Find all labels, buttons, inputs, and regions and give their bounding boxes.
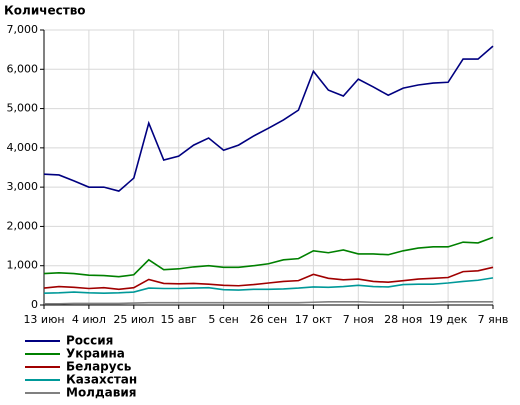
x-tick-label: 25 июл — [113, 313, 154, 326]
x-tick-label: 13 июн — [23, 313, 64, 326]
y-tick-label: 6,000 — [7, 62, 39, 75]
x-tick-label: 7 ноя — [343, 313, 374, 326]
x-tick-label: 4 июл — [72, 313, 106, 326]
y-tick-label: 3,000 — [7, 180, 39, 193]
y-tick-label: 4,000 — [7, 141, 39, 154]
x-tick-label: 5 сен — [208, 313, 239, 326]
series-line — [43, 45, 494, 192]
series-line — [43, 266, 494, 291]
legend-label: Беларусь — [66, 360, 132, 374]
y-tick-label: 0 — [31, 298, 38, 311]
series-line — [43, 236, 494, 278]
y-tick-label: 5,000 — [7, 102, 39, 115]
x-tick-label: 19 дек — [429, 313, 468, 326]
series-line — [43, 277, 494, 295]
y-tick-label: 2,000 — [7, 219, 39, 232]
legend-label: Казахстан — [66, 373, 137, 387]
chart-title: Количество — [4, 4, 86, 18]
legend-label: Россия — [66, 334, 113, 348]
legend-label: Молдавия — [66, 386, 136, 400]
x-tick-label: 26 сен — [250, 313, 288, 326]
y-tick-label: 1,000 — [7, 259, 39, 272]
x-tick-label: 7 янв — [478, 313, 509, 326]
y-tick-label: 7,000 — [7, 23, 39, 36]
x-tick-label: 15 авг — [160, 313, 197, 326]
x-tick-label: 28 ноя — [384, 313, 422, 326]
x-tick-label: 17 окт — [295, 313, 333, 326]
series-line — [44, 301, 493, 305]
legend-label: Украина — [66, 347, 125, 361]
